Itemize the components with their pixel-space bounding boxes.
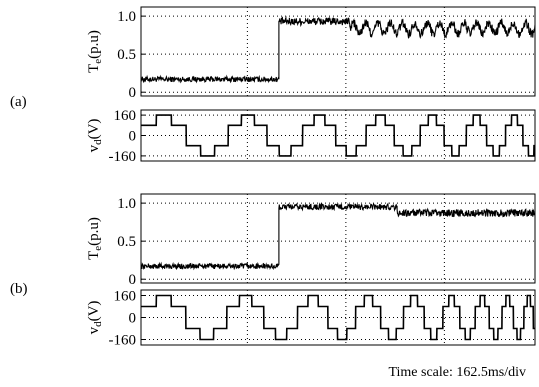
y-tick-label-2: -160: [109, 149, 137, 165]
panel-4: 160 0 -160 vd(V): [86, 289, 536, 349]
voltage-trace: [141, 114, 535, 157]
y-axis-label-sub: d: [92, 139, 104, 145]
y-axis-label-unit: (p.u): [86, 30, 102, 59]
y-axis-label-unit: (V): [86, 119, 102, 140]
y-tick-label-2: 0: [129, 272, 137, 288]
panel-1: 1.0 0.5 0 Te(p.u) (a): [10, 6, 536, 110]
y-tick-label-2: 0: [129, 85, 137, 101]
y-axis-label: vd(V): [86, 301, 104, 335]
panel-label: (b): [10, 281, 28, 297]
torque-trace: [140, 15, 536, 84]
y-axis-label-sub: d: [92, 321, 104, 327]
y-tick-label-2: -160: [109, 333, 137, 349]
y-axis-label-main: v: [86, 326, 102, 334]
torque-trace: [140, 202, 536, 271]
y-axis-label: Te(p.u): [86, 217, 104, 260]
panels: 1.00.50Te(p.u)(a)1600-160vd(V)1.00.50Te(…: [10, 6, 536, 349]
axes-frame: [140, 6, 536, 97]
y-axis-label-unit: (p.u): [86, 217, 102, 246]
y-tick-label-1: 0: [129, 311, 137, 327]
panel-2: 160 0 -160 vd(V): [86, 108, 536, 165]
y-axis-label-main: v: [86, 144, 102, 152]
y-axis-label-main: T: [86, 251, 102, 260]
y-axis-label-sub: e: [92, 59, 104, 64]
y-tick-label-0: 160: [114, 289, 137, 305]
time-scale-label: Time scale: 162.5ms/div: [388, 365, 526, 380]
y-axis-label: vd(V): [86, 119, 104, 153]
y-tick-label-1: 0: [129, 129, 137, 145]
y-tick-label-0: 160: [114, 108, 137, 124]
y-axis-label-unit: (V): [86, 301, 102, 322]
y-axis-label-sub: e: [92, 246, 104, 251]
y-tick-label-1: 0.5: [117, 234, 136, 250]
voltage-trace: [141, 294, 535, 341]
panel-label: (a): [10, 94, 27, 110]
y-axis-label: Te(p.u): [86, 30, 104, 73]
y-tick-label-1: 0.5: [117, 47, 136, 63]
axes-frame: [140, 193, 536, 284]
y-tick-label-0: 1.0: [117, 9, 136, 25]
panel-3: 1.0 0.5 0 Te(p.u) (b): [10, 193, 536, 297]
y-tick-label-0: 1.0: [117, 196, 136, 212]
y-axis-label-main: T: [86, 64, 102, 73]
